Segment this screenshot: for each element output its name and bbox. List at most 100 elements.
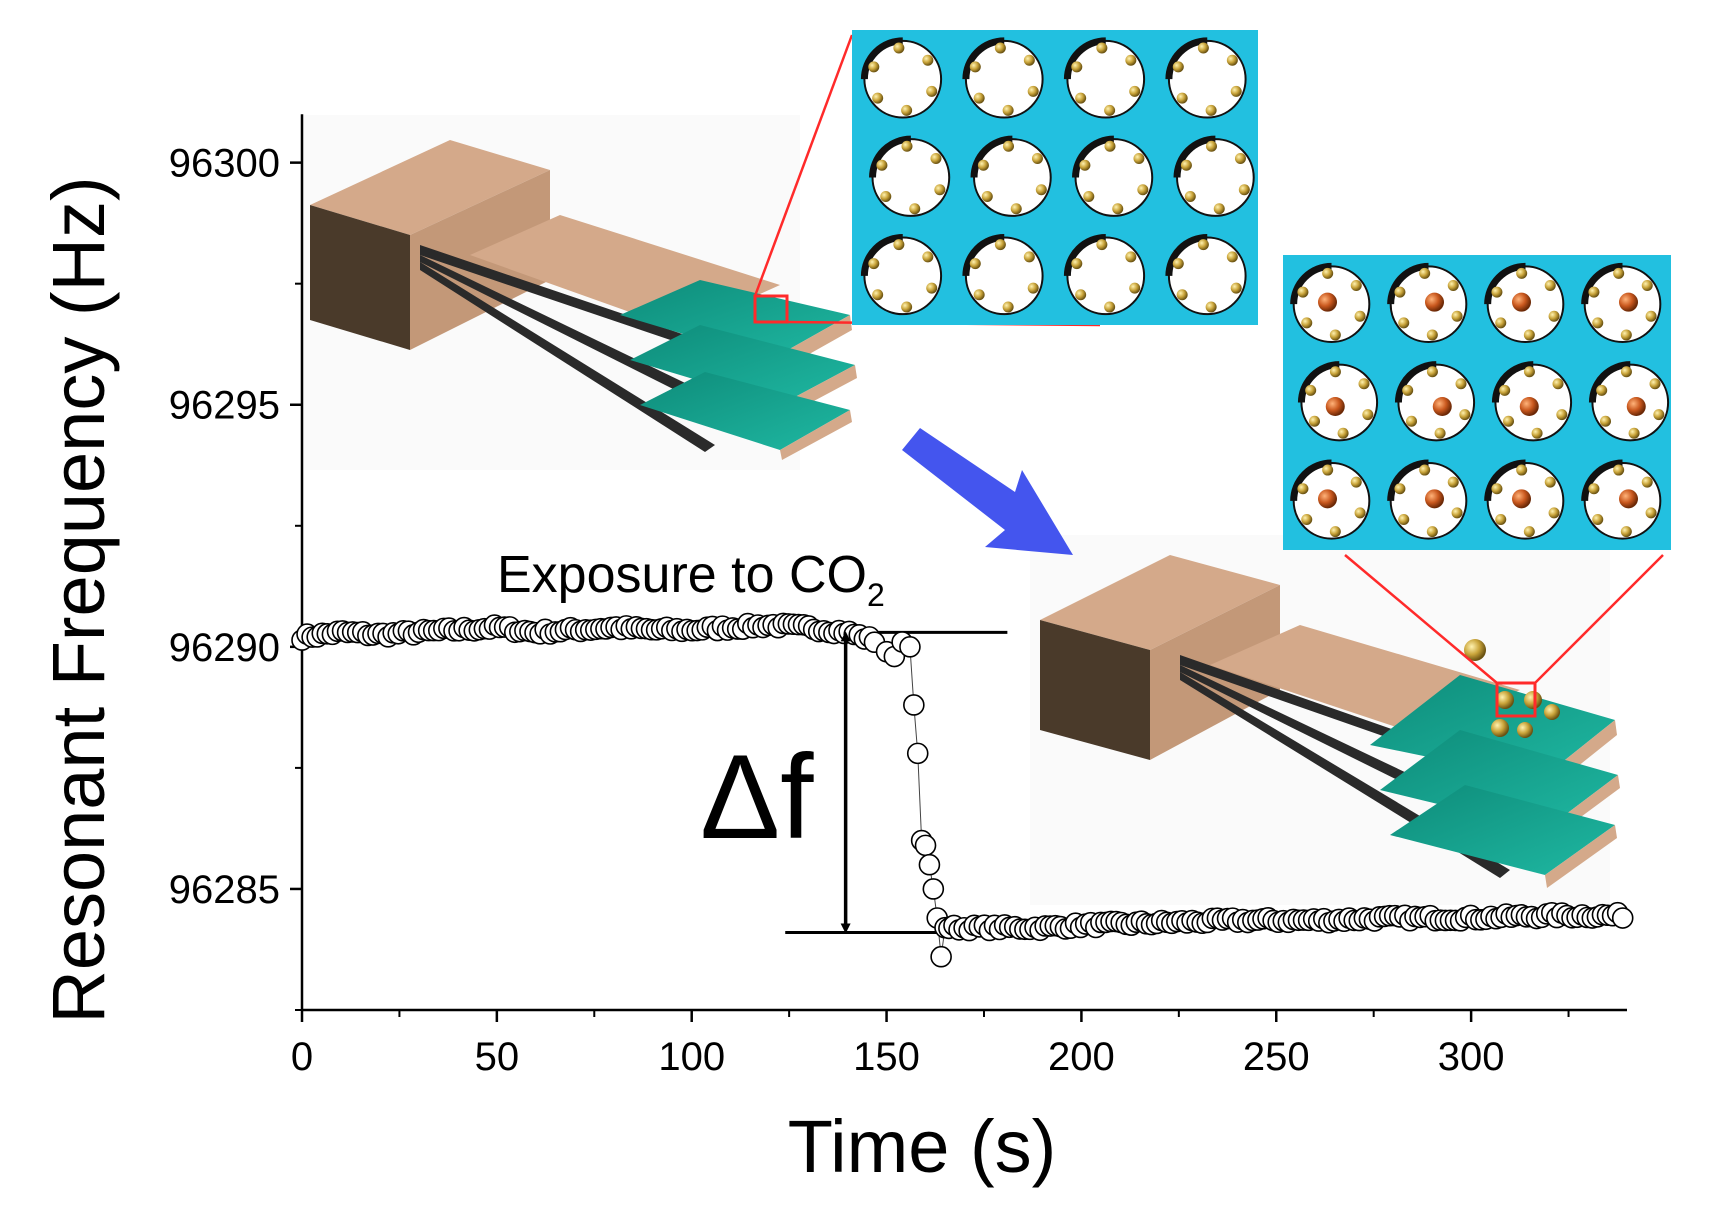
gold-atom — [868, 258, 880, 270]
gold-atom — [1596, 384, 1608, 396]
gold-atom — [1350, 476, 1362, 488]
gold-atom — [1451, 507, 1463, 519]
gold-atom — [973, 92, 985, 104]
co2-molecule — [1626, 397, 1646, 416]
gold-atom — [868, 61, 880, 73]
pore-shadow — [1581, 262, 1623, 305]
gold-atom — [1002, 104, 1014, 116]
co2-molecule — [1425, 489, 1444, 509]
pore-shadow — [860, 233, 903, 277]
gold-atom — [1548, 507, 1560, 519]
x-tick-label: 200 — [1048, 1035, 1115, 1079]
pore-shadow — [1290, 459, 1332, 502]
gold-atom — [1419, 267, 1431, 279]
gold-atom — [1322, 267, 1334, 279]
gold-atom — [922, 54, 934, 66]
gold-atom — [1002, 301, 1014, 313]
gold-atom — [1451, 310, 1463, 322]
pore-shadow — [970, 135, 1013, 178]
gold-atom — [1230, 282, 1242, 294]
gold-atom — [1548, 310, 1560, 322]
gold-atom — [1394, 286, 1406, 298]
gold-atom — [1552, 378, 1564, 390]
gold-atom — [1419, 464, 1431, 476]
gold-atom — [1358, 378, 1370, 390]
pore-shadow — [1491, 361, 1534, 403]
gold-atom — [1337, 427, 1349, 439]
pore-shadow — [1165, 233, 1208, 277]
gold-atom — [1075, 92, 1087, 104]
gold-atom — [1459, 409, 1471, 421]
gold-atom — [1613, 464, 1625, 476]
gold-atom — [1023, 54, 1035, 66]
gold-atom — [901, 301, 913, 313]
gold-atom — [1172, 258, 1184, 270]
gold-atom — [1238, 184, 1250, 196]
gold-atom — [1499, 384, 1511, 396]
pore-shadow — [1072, 135, 1115, 178]
pore-shadow — [1063, 37, 1106, 80]
gold-atom — [1083, 190, 1095, 202]
gold-atom — [1297, 286, 1309, 298]
gold-atom — [1176, 92, 1188, 104]
gold-atom — [1172, 61, 1184, 73]
gold-atom — [893, 42, 905, 54]
gold-atom — [1301, 514, 1313, 526]
gold-atom — [1645, 507, 1657, 519]
gold-atom — [1426, 329, 1438, 341]
gold-atom — [1096, 239, 1108, 251]
gold-atom — [1516, 267, 1528, 279]
gold-atom — [1556, 409, 1568, 421]
data-point — [906, 742, 929, 765]
gold-atom — [1096, 42, 1108, 54]
exposure-text: Exposure to CO — [497, 546, 867, 604]
gold-atom — [1301, 317, 1313, 329]
gold-atom — [1329, 366, 1341, 378]
gold-atom — [1197, 42, 1209, 54]
gold-atom — [1125, 251, 1137, 263]
cantilever-before-icon — [300, 34, 1101, 470]
gold-atom — [969, 61, 981, 73]
gold-atom — [1071, 258, 1083, 270]
x-tick-label: 100 — [658, 1035, 725, 1079]
x-tick-label: 300 — [1438, 1035, 1505, 1079]
gold-atom — [909, 203, 921, 215]
gold-atom — [1649, 378, 1661, 390]
gold-atom — [1447, 476, 1459, 488]
gold-atom — [1125, 54, 1137, 66]
gold-atom — [1129, 85, 1141, 97]
gold-atom — [977, 159, 989, 171]
y-tick-label: 96295 — [169, 384, 280, 428]
gold-atom — [1592, 514, 1604, 526]
data-point — [1611, 907, 1634, 929]
mof-pore-lattice-co2-icon — [1283, 255, 1671, 550]
gold-atom — [1137, 184, 1149, 196]
gold-atom — [872, 92, 884, 104]
gold-atom — [1035, 184, 1047, 196]
gold-atom — [934, 184, 946, 196]
co2-molecule — [1512, 292, 1531, 312]
y-tick-label: 96285 — [169, 868, 280, 912]
gold-atom — [1398, 317, 1410, 329]
pore-shadow — [869, 135, 912, 178]
gold-atom — [1079, 159, 1091, 171]
gold-atom — [1620, 329, 1632, 341]
gold-atom — [1297, 483, 1309, 495]
gold-atom — [1027, 85, 1039, 97]
gold-atom — [1180, 159, 1192, 171]
gold-atom — [1362, 409, 1374, 421]
gold-atom — [1434, 427, 1446, 439]
pore-shadow — [1290, 262, 1332, 305]
gold-atom — [973, 289, 985, 301]
co2-molecule — [1619, 292, 1638, 312]
data-point — [922, 878, 945, 900]
gold-atom — [926, 85, 938, 97]
gold-atom — [994, 42, 1006, 54]
gold-atom — [1071, 61, 1083, 73]
pore-shadow — [1588, 361, 1631, 403]
gold-atom — [1133, 153, 1145, 165]
gold-atom — [969, 258, 981, 270]
gold-atom — [1027, 282, 1039, 294]
gold-atom — [1398, 514, 1410, 526]
cantilever-after-icon — [1030, 535, 1664, 905]
